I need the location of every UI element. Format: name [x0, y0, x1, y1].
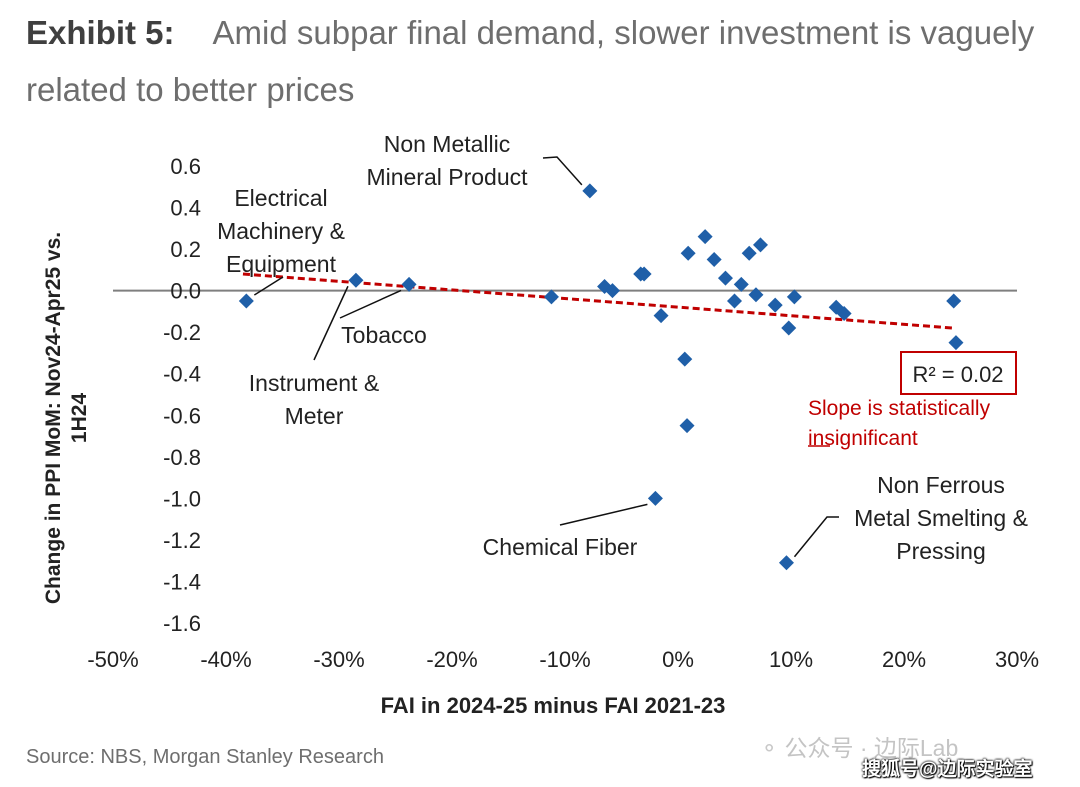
chart-title: Exhibit 5: Amid subpar final demand, slow… — [26, 4, 1066, 118]
y-tick-label: -0.8 — [163, 445, 201, 470]
data-point — [717, 270, 733, 286]
x-axis-label: FAI in 2024-25 minus FAI 2021-23 — [381, 693, 726, 718]
data-point — [752, 237, 768, 253]
y-tick-label: 0.4 — [170, 196, 201, 221]
y-tick-label: -0.4 — [163, 362, 201, 387]
annotation-label: Electrical — [234, 185, 327, 211]
annotation-leader — [339, 289, 402, 319]
data-point — [741, 245, 757, 261]
slope-note-line: insignificant — [808, 427, 918, 450]
data-point — [636, 266, 652, 282]
trendline — [242, 272, 953, 330]
wechat-icon: ⚬ — [760, 736, 779, 761]
data-point — [677, 351, 693, 367]
data-point — [948, 335, 964, 351]
data-point — [697, 229, 713, 245]
chart-axes: 0.6 0.4 0.2 0.0 -0.2 -0.4 -0.6 -0.8 -1.0 -1.2 -1.4… — [42, 154, 1039, 718]
x-tick-label: -40% — [200, 647, 251, 672]
y-tick-label: -0.2 — [163, 320, 201, 345]
annotation-label: Mineral Product — [366, 164, 528, 190]
data-point — [748, 287, 764, 303]
y-axis-label-line: 1H24 — [68, 393, 91, 444]
r2-box — [900, 351, 1017, 395]
slope-note-line: Slope is statistically — [808, 397, 991, 420]
annotation-label: Instrument & — [249, 370, 379, 396]
data-point — [543, 289, 559, 305]
data-point — [727, 293, 742, 309]
watermark-line-2: 搜狐号@边际实验室 — [862, 759, 1033, 780]
annotation-label: Non Metallic — [384, 131, 511, 157]
annotation-label: Machinery & — [217, 218, 345, 244]
exhibit-label: Exhibit 5: — [26, 14, 175, 51]
trendline-group: R² = 0.02 Slope is statistically insignifi… — [242, 272, 1017, 450]
leader-lines — [253, 156, 839, 558]
data-point — [786, 289, 802, 305]
data-point — [653, 308, 669, 324]
data-point — [238, 293, 254, 309]
data-point — [706, 251, 722, 267]
annotation-leader — [559, 503, 648, 526]
title-text: Amid subpar final demand, slower investm… — [26, 14, 1035, 108]
y-tick-label: -0.6 — [163, 403, 201, 428]
data-point — [733, 276, 749, 292]
watermark-line-1: ⚬ 公众号 · 边际Lab — [760, 729, 958, 763]
data-point — [767, 297, 783, 313]
data-point — [401, 276, 417, 292]
y-tick-label: -1.2 — [163, 528, 201, 553]
annotation-label: Non Ferrous — [877, 472, 1005, 498]
data-point — [679, 418, 695, 434]
annotation-leader — [253, 276, 284, 296]
data-point — [836, 305, 852, 321]
annotation-label: Meter — [285, 403, 344, 429]
x-tick-label: 30% — [995, 647, 1039, 672]
y-axis-label: Change in PPI MoM: Nov24-Apr25 vs. 1H24 — [42, 232, 91, 604]
annotation-leader — [313, 285, 349, 361]
y-tick-label: 0.2 — [170, 237, 201, 262]
annotation-label: Pressing — [896, 538, 985, 564]
x-tick-label: -10% — [539, 647, 590, 672]
y-tick-label: -1.6 — [163, 611, 201, 636]
chart-labels: Non Metallic Mineral Product Electrical Mac… — [217, 131, 1028, 564]
data-point — [582, 183, 598, 199]
watermark-text-1: 公众号 · 边际Lab — [784, 735, 959, 761]
annotation-label: Chemical Fiber — [483, 534, 638, 560]
data-points — [238, 183, 964, 571]
x-tick-label: -30% — [313, 647, 364, 672]
data-point — [781, 320, 797, 336]
y-axis-label-line: Change in PPI MoM: Nov24-Apr25 vs. — [42, 232, 65, 604]
annotation-leader — [542, 156, 583, 186]
x-tick-label: -20% — [426, 647, 477, 672]
y-tick-label: 0.0 — [170, 279, 201, 304]
x-tick-label: 0% — [662, 647, 694, 672]
x-tick-label: 20% — [882, 647, 926, 672]
annotation-leader — [793, 516, 839, 558]
data-point — [946, 293, 962, 309]
y-tick-label: -1.4 — [163, 569, 201, 594]
y-tick-label: 0.6 — [170, 154, 201, 179]
x-tick-label: -50% — [87, 647, 138, 672]
data-point — [348, 272, 364, 288]
annotation-label: Tobacco — [341, 322, 427, 348]
data-point — [604, 283, 620, 299]
data-point — [680, 245, 696, 261]
annotation-label: Equipment — [226, 251, 337, 277]
annotation-label: Metal Smelting & — [854, 505, 1028, 531]
x-tick-label: 10% — [769, 647, 813, 672]
r2-label: R² = 0.02 — [912, 362, 1003, 387]
y-tick-label: -1.0 — [163, 486, 201, 511]
data-point — [647, 490, 663, 506]
data-point — [778, 555, 794, 571]
source-note: Source: NBS, Morgan Stanley Research — [26, 746, 384, 768]
